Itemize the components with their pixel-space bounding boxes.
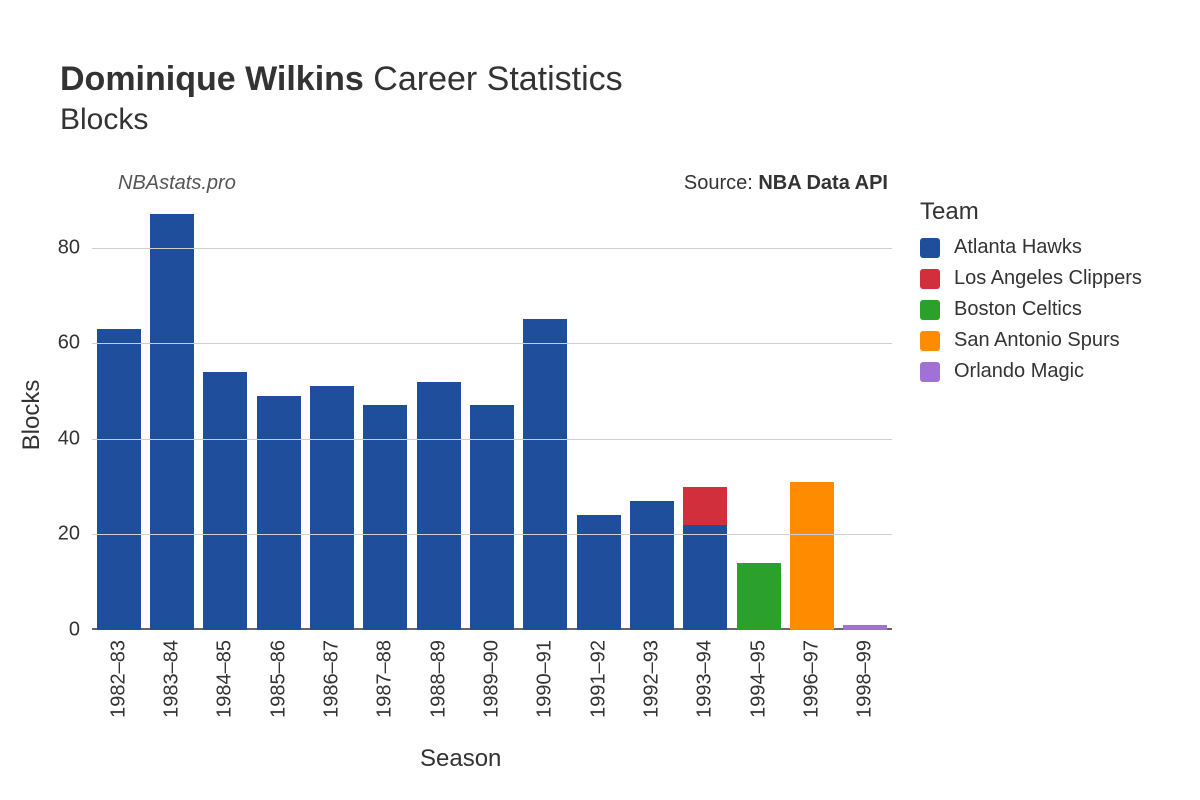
- title-suffix: Career Statistics: [373, 60, 622, 98]
- x-tick-label: 1996–97: [801, 640, 824, 718]
- bar-slot: [97, 200, 141, 630]
- bar-slot: [150, 200, 194, 630]
- bar-segment: [97, 329, 141, 630]
- grid-line: [92, 248, 892, 249]
- source-name: NBA Data API: [758, 172, 888, 194]
- bar-slot: [203, 200, 247, 630]
- x-axis-label: Season: [420, 745, 501, 773]
- x-tick-label: 1986–87: [321, 640, 344, 718]
- legend-label: Los Angeles Clippers: [954, 267, 1142, 290]
- bar-segment: [790, 482, 834, 630]
- y-tick-label: 20: [30, 523, 80, 546]
- y-tick-label: 80: [30, 236, 80, 259]
- bar-slot: [843, 200, 887, 630]
- x-tick-label: 1989–90: [481, 640, 504, 718]
- bar-segment: [683, 525, 727, 630]
- bar-segment: [523, 319, 567, 630]
- x-tick-label: 1983–84: [161, 640, 184, 718]
- legend-label: Atlanta Hawks: [954, 236, 1082, 259]
- bar-slot: [577, 200, 621, 630]
- legend: Team Atlanta Hawks Los Angeles Clippers Bo…: [920, 198, 1142, 391]
- legend-label: Boston Celtics: [954, 298, 1082, 321]
- bar-slot: [257, 200, 301, 630]
- bar-segment: [577, 515, 621, 630]
- stat-name: Blocks: [60, 103, 1160, 137]
- plot-area: [92, 200, 892, 630]
- bar-segment: [737, 563, 781, 630]
- legend-item: Atlanta Hawks: [920, 236, 1142, 259]
- y-tick-label: 0: [30, 619, 80, 642]
- bar-segment: [203, 372, 247, 630]
- bar-slot: [523, 200, 567, 630]
- bar-slot: [790, 200, 834, 630]
- bar-slot: [737, 200, 781, 630]
- legend-swatch: [920, 331, 940, 351]
- bar-slot: [363, 200, 407, 630]
- bar-slot: [310, 200, 354, 630]
- legend-item: Los Angeles Clippers: [920, 267, 1142, 290]
- chart-title: Dominique Wilkins Career Statistics: [60, 60, 1160, 99]
- player-name: Dominique Wilkins: [60, 60, 364, 98]
- legend-item: San Antonio Spurs: [920, 329, 1142, 352]
- grid-line: [92, 439, 892, 440]
- x-tick-label: 1988–89: [427, 640, 450, 718]
- legend-swatch: [920, 300, 940, 320]
- x-tick-label: 1990–91: [534, 640, 557, 718]
- bar-segment: [683, 487, 727, 525]
- title-block: Dominique Wilkins Career Statistics Bloc…: [60, 60, 1160, 137]
- site-credit: NBAstats.pro: [118, 172, 236, 195]
- bar-slot: [630, 200, 674, 630]
- legend-label: Orlando Magic: [954, 360, 1084, 383]
- source-credit: Source: NBA Data API: [684, 172, 888, 195]
- x-tick-label: 1993–94: [694, 640, 717, 718]
- meta-row: NBAstats.pro Source: NBA Data API: [118, 172, 888, 195]
- legend-item: Boston Celtics: [920, 298, 1142, 321]
- bar-segment: [630, 501, 674, 630]
- bar-slot: [417, 200, 461, 630]
- bar-slot: [683, 200, 727, 630]
- legend-title: Team: [920, 198, 1142, 226]
- source-prefix: Source:: [684, 172, 758, 194]
- y-tick-label: 60: [30, 332, 80, 355]
- legend-item: Orlando Magic: [920, 360, 1142, 383]
- bar-segment: [310, 386, 354, 630]
- legend-label: San Antonio Spurs: [954, 329, 1120, 352]
- x-tick-label: 1998–99: [854, 640, 877, 718]
- x-tick-label: 1991–92: [587, 640, 610, 718]
- grid-line: [92, 534, 892, 535]
- bar-segment: [843, 625, 887, 630]
- bar-segment: [257, 396, 301, 630]
- x-tick-label: 1992–93: [641, 640, 664, 718]
- x-tick-label: 1985–86: [267, 640, 290, 718]
- bar-segment: [150, 214, 194, 630]
- x-tick-label: 1982–83: [107, 640, 130, 718]
- legend-swatch: [920, 269, 940, 289]
- bars-layer: [92, 200, 892, 630]
- bar-slot: [470, 200, 514, 630]
- x-tick-label: 1994–95: [747, 640, 770, 718]
- chart-container: Dominique Wilkins Career Statistics Bloc…: [0, 0, 1200, 800]
- x-tick-label: 1984–85: [214, 640, 237, 718]
- y-tick-label: 40: [30, 427, 80, 450]
- legend-swatch: [920, 362, 940, 382]
- bar-segment: [417, 382, 461, 630]
- legend-swatch: [920, 238, 940, 258]
- x-tick-label: 1987–88: [374, 640, 397, 718]
- grid-line: [92, 343, 892, 344]
